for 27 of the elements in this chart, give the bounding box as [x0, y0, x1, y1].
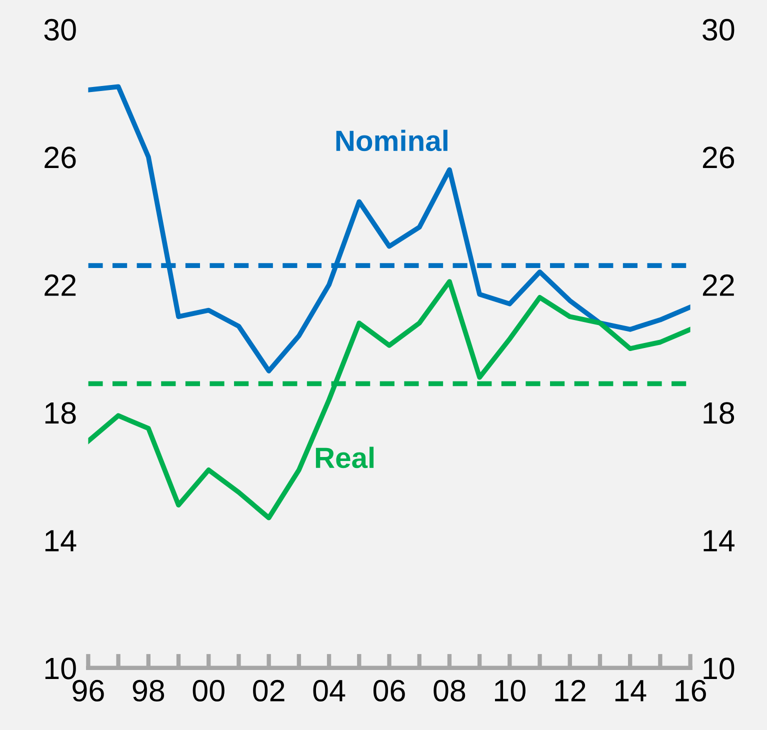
y-tick-label: 30: [44, 18, 76, 41]
x-tick-label: 06: [373, 680, 405, 702]
y-tick-label: 10: [45, 658, 76, 680]
y-tick-label: 26: [44, 146, 76, 168]
x-tick-label: 98: [132, 680, 164, 702]
x-tick-label: 02: [253, 680, 284, 702]
x-tick-label: 10: [495, 680, 526, 702]
series-label: Nominal: [336, 130, 448, 152]
y2-tick-label: 14: [704, 530, 735, 552]
x-tick-label: 96: [72, 680, 104, 702]
x-tick-label: 08: [434, 680, 466, 702]
line-series: [88, 279, 690, 520]
y2-tick-label: 30: [702, 18, 734, 41]
y-tick-label: 14: [45, 530, 76, 552]
x-tick-label: 12: [555, 680, 586, 702]
y2-tick-label: 22: [702, 274, 734, 296]
y-tick-label: 22: [44, 274, 76, 296]
x-tick-label: 04: [313, 680, 346, 702]
x-tick-label: 16: [676, 680, 706, 702]
line-series: [88, 84, 690, 374]
y2-tick-label: 10: [704, 658, 734, 680]
y-tick-label: 18: [45, 402, 76, 424]
series-label: Real: [316, 446, 374, 468]
x-tick-label: 14: [615, 680, 646, 702]
y2-tick-label: 26: [702, 146, 734, 168]
y2-tick-label: 18: [704, 402, 734, 424]
x-tick-label: 00: [192, 680, 224, 702]
